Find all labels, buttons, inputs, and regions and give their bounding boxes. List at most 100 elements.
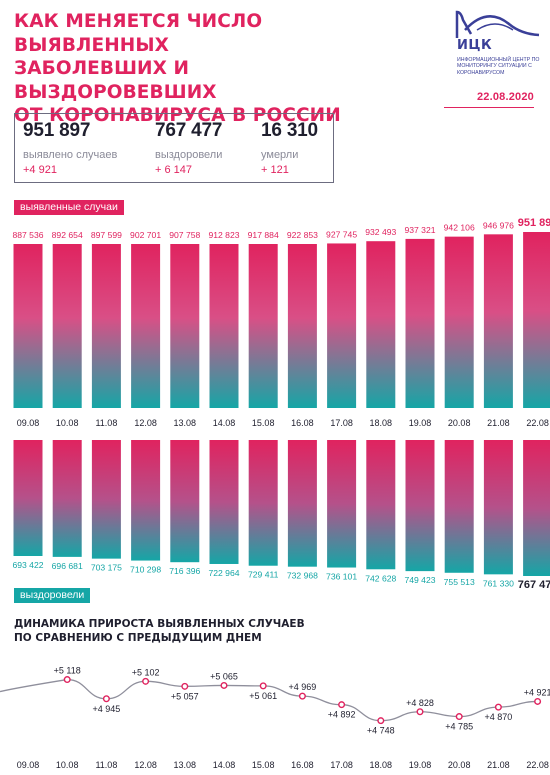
- dynamics-title: ДИНАМИКА ПРИРОСТА ВЫЯВЛЕННЫХ СЛУЧАЕВ ПО …: [14, 617, 394, 645]
- growth-point: [534, 697, 542, 705]
- growth-value-label: +4 921: [524, 687, 550, 697]
- date-label: 09.08: [17, 418, 40, 428]
- growth-point: [338, 701, 346, 709]
- growth-date-label: 19.08: [409, 760, 432, 770]
- growth-point: [377, 717, 385, 725]
- summary-box: 951 897 выявлено случаев +4 921 767 477 …: [14, 113, 334, 183]
- recovered-bar: [170, 440, 200, 563]
- cases-bar: [405, 238, 435, 408]
- growth-value-label: +5 065: [210, 671, 238, 681]
- growth-date-label: 21.08: [487, 760, 510, 770]
- date-label: 14.08: [213, 418, 236, 428]
- growth-value-label: +4 870: [485, 712, 513, 722]
- cases-value-label: 932 493: [365, 227, 396, 237]
- growth-date-label: 16.08: [291, 760, 314, 770]
- stat-delta: +4 921: [23, 164, 57, 176]
- stat-value: 767 477: [155, 120, 223, 141]
- cases-value-label: 912 823: [208, 230, 239, 240]
- recovered-bar: [327, 440, 357, 568]
- recovered-value-label: 693 422: [12, 560, 43, 570]
- growth-point: [259, 682, 267, 690]
- cases-value-label: 927 745: [326, 229, 357, 239]
- cases-value-label: 897 599: [91, 230, 122, 240]
- growth-point: [102, 695, 110, 703]
- date-label: 15.08: [252, 418, 275, 428]
- stat-recovered: 767 477 выздоровели + 6 147: [155, 120, 222, 176]
- growth-value-label: +4 945: [93, 704, 121, 714]
- date-label: 10.08: [56, 418, 79, 428]
- growth-line-lead: [0, 678, 68, 693]
- growth-value-label: +4 785: [445, 722, 473, 732]
- date-label: 16.08: [291, 418, 314, 428]
- logo-subtitle: ИНФОРМАЦИОННЫЙ ЦЕНТР ПО МОНИТОРИНГУ СИТУ…: [457, 57, 540, 76]
- cases-value-label: 946 976: [483, 220, 514, 230]
- stat-label: умерли: [261, 149, 299, 161]
- growth-date-label: 17.08: [330, 760, 353, 770]
- growth-value-label: +5 102: [132, 667, 160, 677]
- date-label: 22.08: [526, 418, 549, 428]
- growth-value-label: +5 057: [171, 691, 199, 701]
- date-label: 17.08: [330, 418, 353, 428]
- cases-value-label: 917 884: [248, 230, 279, 240]
- recovered-value-label: 755 513: [444, 577, 475, 587]
- growth-line-chart: +5 118 +4 945 +5 102 +5 057 +5 065 +5 061 +4 9…: [0, 666, 550, 770]
- cases-bar: [366, 241, 396, 408]
- date-label: 12.08: [134, 418, 157, 428]
- cases-bar: [52, 244, 82, 408]
- growth-value-label: +4 748: [367, 726, 395, 736]
- recovered-bar: [248, 440, 278, 566]
- date-label: 13.08: [174, 418, 197, 428]
- cases-value-label: 922 853: [287, 230, 318, 240]
- title-line: ОТ КОРОНАВИРУСА В РОССИИ: [14, 105, 341, 126]
- growth-point: [63, 676, 71, 684]
- growth-point: [494, 703, 502, 711]
- title-line: ЗАБОЛЕВШИХ И ВЫЗДОРОВЕВШИХ: [14, 58, 217, 103]
- stat-value: 951 897: [23, 120, 91, 141]
- recovered-bar: [287, 440, 317, 567]
- stat-delta: + 121: [261, 164, 289, 176]
- growth-date-label: 10.08: [56, 760, 79, 770]
- recovered-bar: [131, 440, 161, 561]
- date-label: 21.08: [487, 418, 510, 428]
- growth-date-label: 20.08: [448, 760, 471, 770]
- stat-label: выявлено случаев: [23, 149, 118, 161]
- recovered-bar: [444, 440, 474, 573]
- page-title: КАК МЕНЯЕТСЯ ЧИСЛО ВЫЯВЛЕННЫХ ЗАБОЛЕВШИХ…: [14, 10, 394, 128]
- cases-bar-chart: 887 536 09.08 892 654 10.08 897 599 11.08 902 …: [12, 217, 550, 428]
- growth-date-label: 13.08: [174, 760, 197, 770]
- growth-point: [455, 713, 463, 721]
- recovered-bar: [13, 440, 43, 556]
- growth-point: [220, 681, 228, 689]
- growth-point: [181, 682, 189, 690]
- cases-bar: [287, 244, 317, 408]
- recovered-bar: [366, 440, 396, 570]
- growth-value-label: +5 118: [54, 666, 81, 676]
- growth-date-label: 14.08: [213, 760, 236, 770]
- recovered-value-label: 767 477: [518, 579, 550, 590]
- recovered-bar: [209, 440, 239, 564]
- date-badge: 22.08.2020: [444, 91, 534, 108]
- growth-value-label: +4 828: [406, 698, 434, 708]
- stat-label: выздоровели: [155, 149, 223, 161]
- stat-confirmed: 951 897 выявлено случаев +4 921: [23, 120, 117, 176]
- growth-point: [298, 692, 306, 700]
- cases-section-label: выявленные случаи: [14, 200, 124, 215]
- cases-bar: [13, 244, 43, 408]
- recovered-value-label: 710 298: [130, 565, 161, 575]
- dynamics-title-line: ПО СРАВНЕНИЮ С ПРЕДЫДУЩИМ ДНЕМ: [14, 632, 262, 644]
- recovered-value-label: 696 681: [52, 561, 83, 571]
- cases-value-label: 907 758: [169, 230, 200, 240]
- logo-name: ИЦК: [457, 38, 493, 53]
- cases-bar: [209, 244, 239, 408]
- recovered-bar: [405, 440, 435, 572]
- recovered-bar: [52, 440, 82, 557]
- recovered-bar: [483, 440, 513, 575]
- title-line: КАК МЕНЯЕТСЯ ЧИСЛО ВЫЯВЛЕННЫХ: [14, 11, 263, 56]
- growth-point: [142, 677, 150, 685]
- growth-date-label: 18.08: [370, 760, 393, 770]
- recovered-value-label: 749 423: [404, 575, 435, 585]
- stat-value: 16 310: [261, 120, 318, 141]
- date-label: 19.08: [409, 418, 432, 428]
- dynamics-title-line: ДИНАМИКА ПРИРОСТА ВЫЯВЛЕННЫХ СЛУЧАЕВ: [14, 618, 305, 630]
- cases-bar: [483, 234, 513, 408]
